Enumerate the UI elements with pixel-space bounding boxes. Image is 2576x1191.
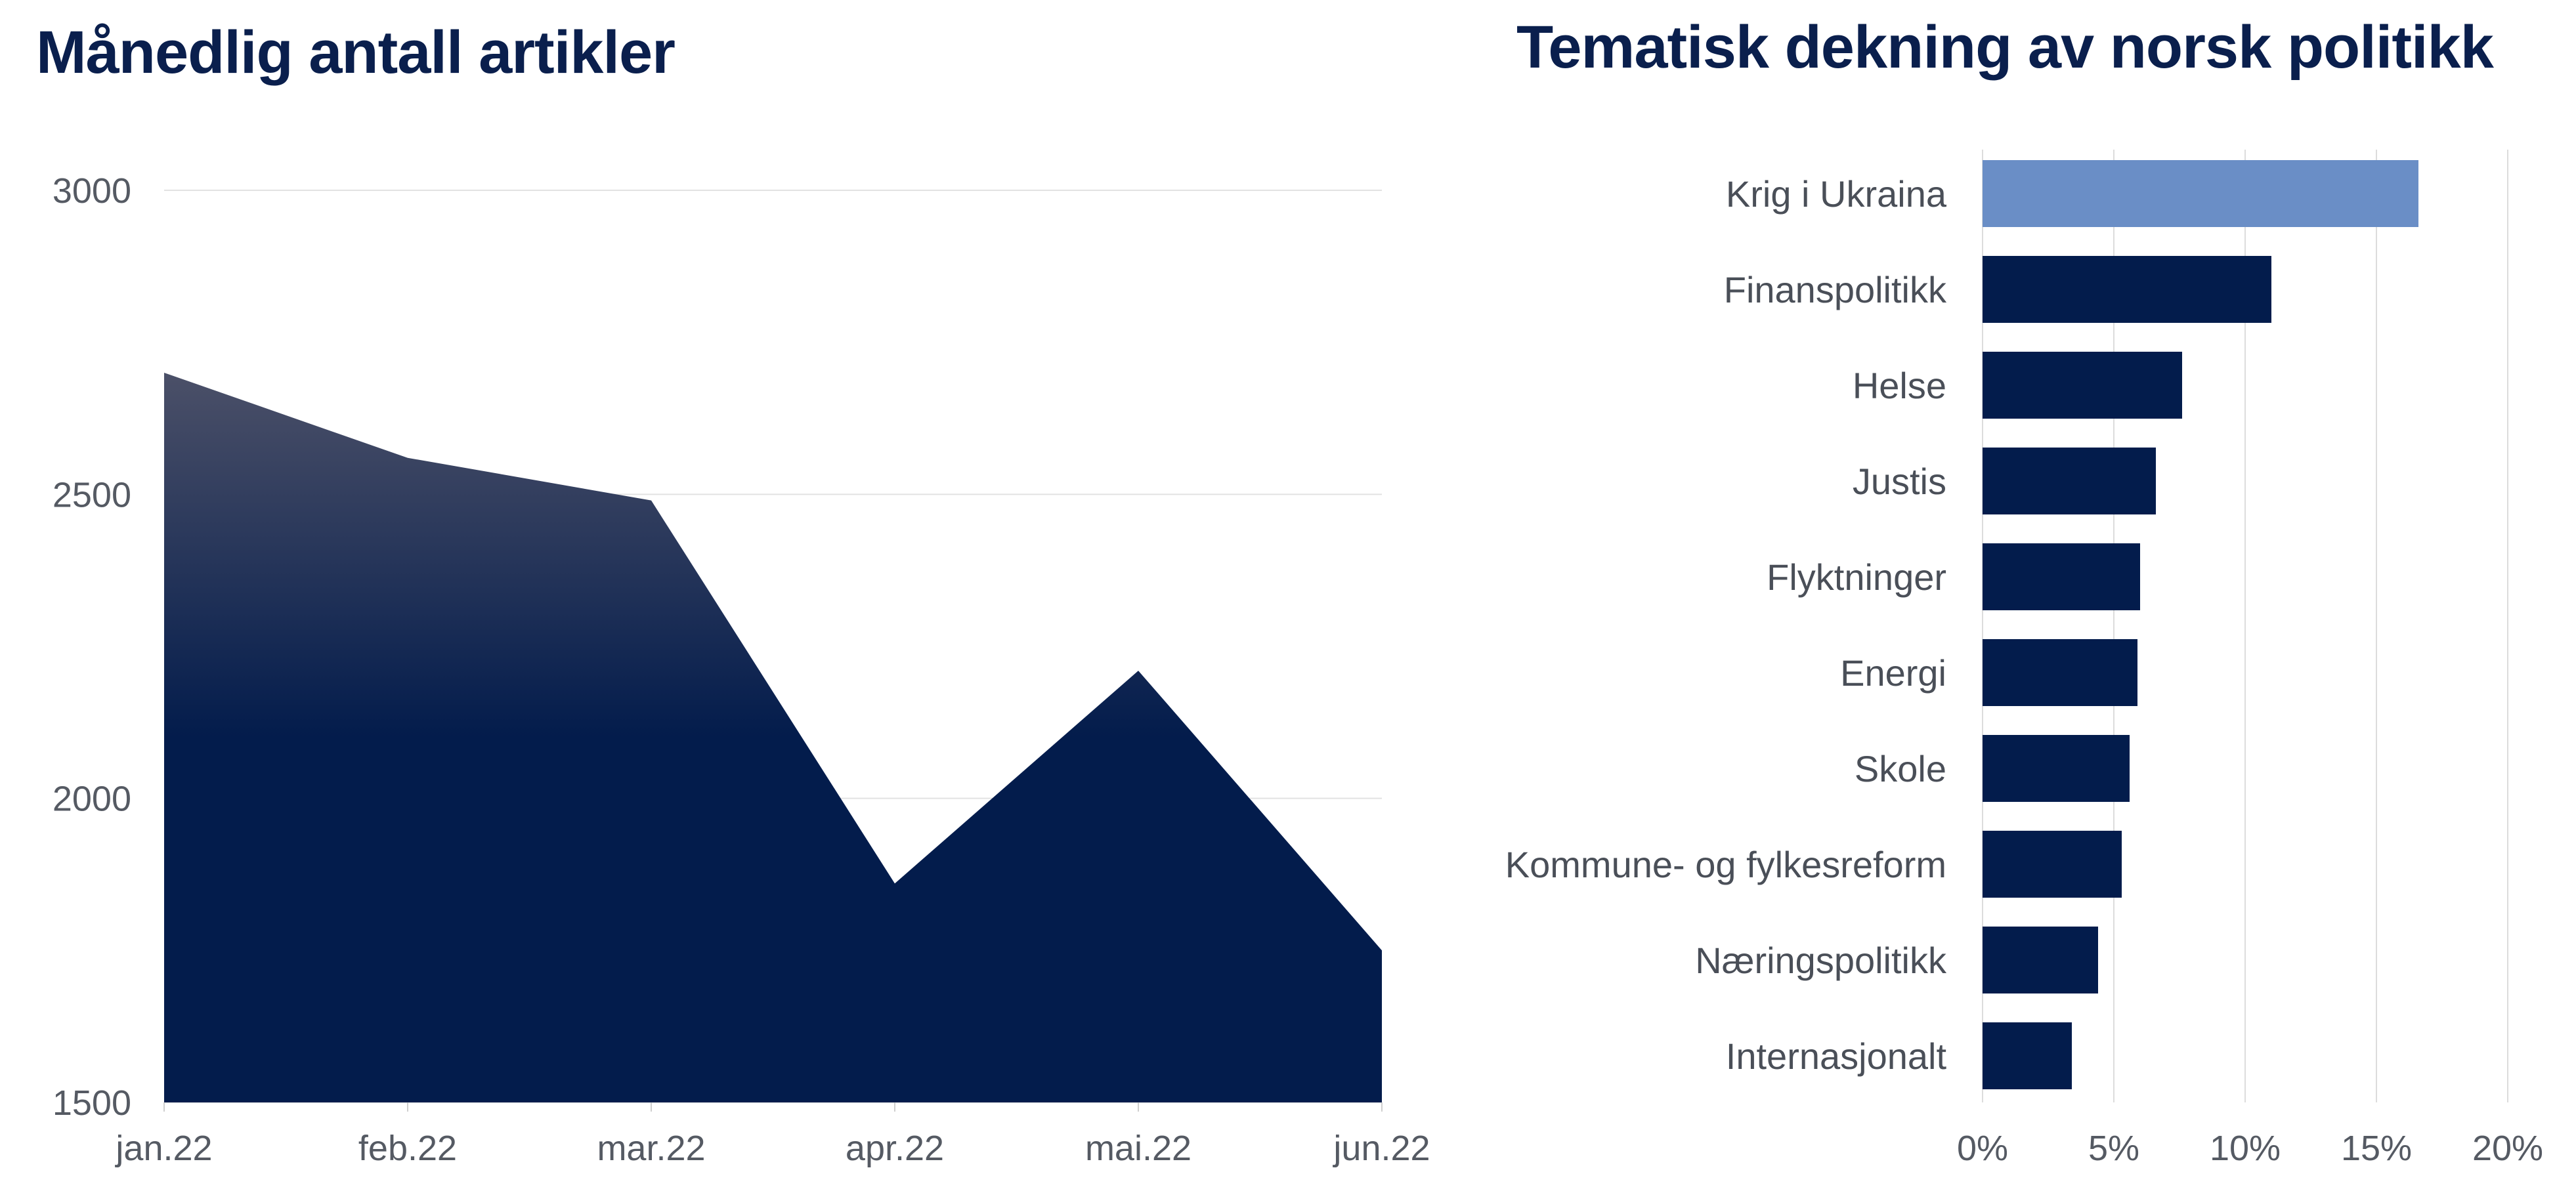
topic-bar [1983,831,2122,898]
topic-category-label: Flyktninger [1767,556,1946,598]
topic-category-label: Krig i Ukraina [1726,173,1947,215]
x-tick-label: apr.22 [846,1129,944,1168]
topic-bar [1983,927,2098,993]
topic-coverage-title: Tematisk dekning av norsk politikk [1516,14,2494,81]
topic-bar [1983,1022,2072,1089]
x-tick-label: 5% [2088,1129,2139,1168]
x-tick-label: mai.22 [1085,1129,1191,1168]
topic-category-label: Helse [1853,365,1946,406]
monthly-articles-area-chart: 1500 2000 2500 3000 jan.22 feb.22 mar.22 apr.22… [53,171,1430,1168]
x-tick-label: feb.22 [358,1129,457,1168]
x-tick-label: 20% [2472,1129,2543,1168]
topic-bar [1983,543,2140,610]
topic-bar [1983,352,2182,419]
topic-category-label: Energi [1840,652,1946,694]
topic-coverage-panel: Tematisk dekning av norsk politikk 0% 5% 1… [1477,0,2576,1191]
x-tick-label: jan.22 [114,1129,212,1168]
x-tick-label: jun.22 [1332,1129,1430,1168]
topic-bar [1983,639,2137,706]
topic-category-label: Finanspolitikk [1724,269,1947,310]
topic-bar [1983,256,2271,323]
x-tick-label: 0% [1957,1129,2008,1168]
topic-coverage-bar-chart: 0% 5% 10% 15% 20% Krig i Ukraina Finanspolitik… [1505,150,2543,1168]
y-tick-label: 2000 [53,780,131,819]
y-tick-label: 1500 [53,1083,131,1123]
x-tick-label: 10% [2210,1129,2281,1168]
topic-category-label: Næringspolitikk [1695,940,1947,981]
topic-category-label: Kommune- og fylkesreform [1505,844,1946,885]
x-tick-label: 15% [2341,1129,2412,1168]
topic-category-label: Justis [1853,461,1946,502]
monthly-articles-panel: Månedlig antall artikler 1500 2000 2500 300… [36,19,1430,1168]
topic-bar [1983,448,2156,514]
topic-bar [1983,735,2130,802]
articles-area-series [164,373,1382,1102]
topic-category-label: Skole [1855,748,1946,789]
x-tick-label: mar.22 [597,1129,705,1168]
y-tick-label: 3000 [53,171,131,211]
monthly-articles-title: Månedlig antall artikler [36,19,676,86]
topic-bar [1983,160,2418,227]
y-tick-label: 2500 [53,475,131,514]
topic-category-label: Internasjonalt [1726,1035,1947,1077]
